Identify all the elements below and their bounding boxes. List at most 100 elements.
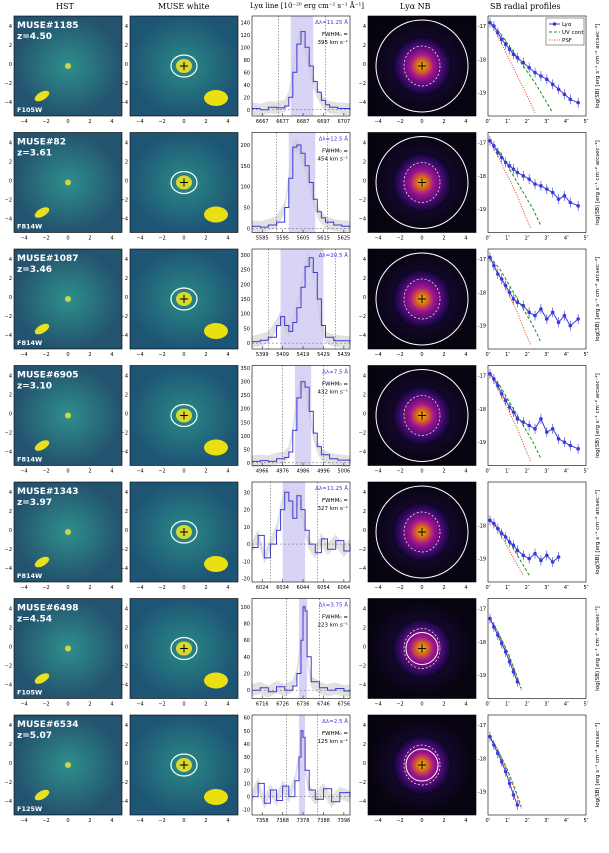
sb-x-tick: 3″	[544, 585, 549, 591]
image-y-tick: 4	[363, 607, 366, 613]
nb-center-cross	[418, 644, 426, 653]
sb-lya-point	[562, 194, 567, 198]
hst-object-id: MUSE#6905	[17, 371, 78, 381]
image-x-tick: −2	[396, 818, 403, 824]
muse-frame	[129, 132, 239, 233]
image-x-tick: 0	[420, 818, 423, 824]
spectrum-x-tick: 5595	[276, 236, 289, 242]
sb-lya-point	[533, 427, 537, 431]
nb-aperture	[375, 485, 469, 579]
muse-neighbor	[204, 672, 228, 689]
sb-psf-line	[489, 140, 532, 230]
spectrum-y-tick: 0	[247, 341, 250, 347]
image-y-tick: 0	[125, 295, 128, 301]
image-x-tick: 2	[204, 119, 207, 125]
image-y-tick: 0	[125, 528, 128, 534]
sb-x-tick: 1″	[505, 818, 510, 824]
spectrum-fwhm: 327 km s⁻¹	[317, 505, 348, 512]
sb-lya-point	[527, 556, 531, 561]
image-y-tick: −4	[5, 100, 12, 106]
spectrum-y-tick: 0	[247, 461, 250, 467]
sb-lya-point	[499, 155, 504, 160]
spectrum-y-tick: 20	[244, 508, 250, 514]
image-x-tick: 2	[204, 352, 207, 358]
image-y-tick: −4	[121, 100, 128, 106]
hst-frame	[13, 365, 123, 466]
hst-filter: F814W	[17, 339, 42, 347]
hst-source	[65, 645, 71, 652]
spectrum-x-tick: 5429	[317, 352, 330, 358]
spectrum-x-tick: 6687	[297, 119, 310, 125]
sb-lya-point	[503, 769, 508, 774]
image-y-tick: −4	[359, 100, 366, 106]
sb-y-label: log(SB) [erg s⁻¹ cm⁻² arcsec⁻²]	[594, 140, 601, 225]
spectrum-y-tick: 150	[240, 420, 250, 426]
hst-neighbor	[34, 323, 50, 335]
hst-object-id: MUSE#1343	[17, 487, 78, 497]
image-x-tick: 4	[110, 585, 113, 591]
sb-lya-point	[576, 100, 580, 105]
image-x-tick: 4	[226, 702, 229, 708]
spectrum-x-tick: 6024	[256, 585, 269, 591]
image-y-tick: 2	[363, 393, 366, 399]
sb-lya-point	[511, 167, 516, 171]
sb-lya-point	[533, 70, 537, 75]
image-x-tick: 0	[420, 119, 423, 125]
image-y-tick: −2	[121, 314, 128, 320]
image-x-tick: −4	[136, 352, 143, 358]
image-y-tick: −4	[359, 683, 366, 689]
image-y-tick: −4	[359, 333, 366, 339]
image-x-tick: 2	[442, 469, 445, 475]
spectrum-y-tick: 10	[244, 525, 250, 531]
spectrum-error	[252, 139, 350, 234]
spectrum-frame	[251, 132, 351, 233]
sb-psf-line	[489, 257, 532, 346]
image-y-tick: 4	[9, 490, 12, 496]
image-y-tick: −2	[5, 664, 12, 670]
spectrum-x-tick: 5439	[338, 352, 351, 358]
sb-y-tick: -17	[478, 24, 486, 30]
image-x-tick: 0	[182, 702, 185, 708]
sb-lya-point	[533, 551, 537, 556]
nb-frame	[367, 598, 477, 699]
image-y-tick: −4	[5, 450, 12, 456]
sb-frame	[487, 248, 587, 350]
image-y-tick: −2	[121, 780, 128, 786]
image-y-tick: −4	[5, 217, 12, 223]
image-x-tick: 2	[442, 352, 445, 358]
spectrum-y-tick: 120	[240, 33, 250, 39]
spectrum-y-tick: 20	[244, 672, 250, 678]
sb-lya-point	[503, 42, 508, 47]
image-x-tick: 0	[182, 236, 185, 242]
sb-lya-point	[488, 616, 492, 621]
image-y-tick: 2	[9, 626, 12, 632]
nb-aperture	[375, 136, 469, 229]
sb-x-tick: 5″	[583, 119, 588, 125]
sb-x-tick: 0″	[485, 352, 490, 358]
sb-lya-point	[488, 255, 492, 260]
nb-contour	[403, 744, 441, 786]
sb-lya-point	[550, 560, 555, 564]
sb-y-tick: -19	[478, 440, 486, 446]
muse-neighbor	[204, 789, 228, 805]
image-x-tick: 0	[66, 702, 69, 708]
sb-x-tick: 1″	[505, 585, 510, 591]
sb-lya-point	[488, 20, 492, 25]
sb-x-tick: 4″	[564, 352, 569, 358]
sb-y-tick: -19	[478, 790, 486, 796]
image-y-tick: −4	[5, 566, 12, 572]
sb-lya-point	[511, 52, 516, 57]
sb-x-tick: 5″	[583, 236, 588, 242]
hst-redshift: z=3.97	[17, 498, 52, 508]
image-y-tick: 4	[125, 607, 128, 613]
sb-lya-point	[496, 150, 500, 155]
sb-y-tick: -17	[478, 374, 486, 380]
image-y-tick: −2	[121, 198, 128, 204]
image-y-tick: 2	[9, 43, 12, 49]
spectrum-error	[252, 724, 350, 810]
spectrum-fwhm-label: FWHM₀ =	[322, 382, 348, 388]
image-x-tick: −4	[374, 352, 381, 358]
image-x-tick: 2	[88, 585, 91, 591]
